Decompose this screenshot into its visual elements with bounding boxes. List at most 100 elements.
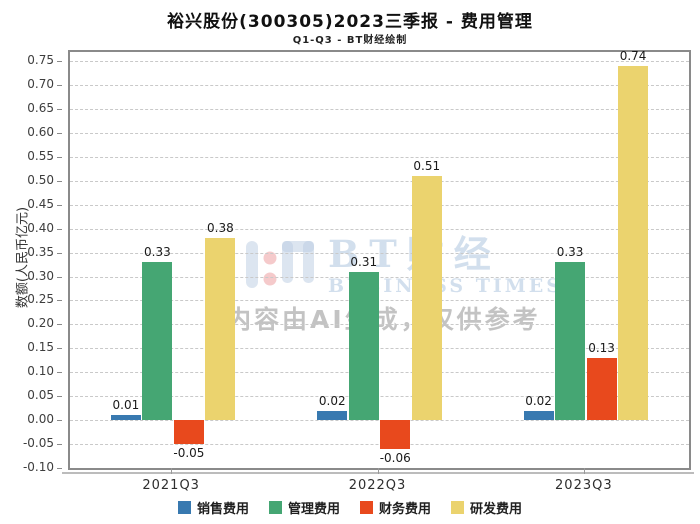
gridline <box>70 300 689 302</box>
gridline <box>70 61 689 63</box>
bar-selling-expenses-2022q3 <box>317 410 348 421</box>
gridline <box>70 444 689 446</box>
y-tick-label: 0.50 <box>27 172 54 187</box>
bar-value-label: 0.02 <box>525 393 552 408</box>
bar-value-label: 0.38 <box>207 221 234 236</box>
bar-financial-expenses-2023q3 <box>586 357 617 421</box>
y-tick-label: -0.10 <box>22 460 54 474</box>
y-tick-mark <box>57 252 62 254</box>
y-tick-label: 0.75 <box>27 53 54 68</box>
gridline <box>70 85 689 87</box>
y-tick-mark <box>57 276 62 278</box>
chart-legend: 销售费用 管理费用 财务费用 研发费用 <box>0 498 700 517</box>
y-tick-label: 0.55 <box>27 148 54 163</box>
x-tick-label: 2021Q3 <box>142 478 200 493</box>
x-tick-label: 2022Q3 <box>348 478 407 493</box>
x-axis-ticks: 2021Q3 2022Q3 2023Q3 <box>68 478 687 496</box>
legend-item-selling-expenses: 销售费用 <box>177 498 249 517</box>
watermark-disclaimer: 内容由AI生成，仅供参考 <box>226 305 541 334</box>
y-tick-label: 0.05 <box>27 388 54 403</box>
bar-rd-expenses-2023q3 <box>618 65 649 421</box>
y-tick-label: 0.70 <box>27 77 54 92</box>
y-tick-mark <box>57 228 62 230</box>
y-tick-mark <box>57 61 62 63</box>
gridline <box>70 228 689 230</box>
y-tick-label: 0.00 <box>27 412 54 427</box>
y-tick-mark <box>57 468 62 469</box>
legend-swatch-financial-expenses <box>360 501 373 514</box>
y-axis-ticks: 0.75 0.70 0.65 0.60 0.55 0.50 0.45 0.40 0.35 0.30… <box>0 52 62 474</box>
bar-value-label: 0.02 <box>318 393 346 408</box>
chart-title: 裕兴股份(300305)2023三季报 - 费用管理 <box>167 12 533 32</box>
bar-value-label: 0.31 <box>350 254 378 269</box>
gridline <box>70 204 689 206</box>
y-tick-label: 0.25 <box>27 292 54 307</box>
gridline <box>70 132 689 134</box>
legend-label: 销售费用 <box>196 502 249 517</box>
y-tick-mark <box>57 156 62 158</box>
y-tick-label: 0.40 <box>27 220 54 235</box>
y-tick-label: 0.65 <box>27 100 54 115</box>
bar-value-label: 0.13 <box>588 340 615 355</box>
legend-item-financial-expenses: 财务费用 <box>360 498 431 517</box>
legend-item-rd-expenses: 研发费用 <box>451 498 522 517</box>
y-tick-mark <box>57 324 62 326</box>
y-tick-mark <box>57 396 62 398</box>
legend-item-admin-expenses: 管理费用 <box>268 498 340 517</box>
watermark-brand: BT财经 BUSINESS TIMES <box>246 236 563 297</box>
legend-swatch-selling-expenses <box>177 501 191 514</box>
x-tick-mark <box>377 468 379 474</box>
y-tick-mark <box>57 132 62 134</box>
gridline <box>70 420 689 422</box>
y-tick-mark <box>57 372 62 374</box>
bar-value-label: 0.33 <box>556 245 584 260</box>
y-tick-label: 0.35 <box>27 244 54 259</box>
legend-label: 财务费用 <box>379 502 432 517</box>
bar-selling-expenses-2023q3 <box>523 410 554 421</box>
y-tick-mark <box>57 204 62 206</box>
legend-label: 研发费用 <box>470 502 523 517</box>
y-tick-label: -0.05 <box>22 436 54 451</box>
y-tick-mark <box>57 348 62 350</box>
y-tick-label: 0.45 <box>27 196 54 211</box>
bar-financial-expenses-2021q3 <box>173 420 204 445</box>
bar-selling-expenses-2021q3 <box>110 415 141 421</box>
x-tick-mark <box>171 468 173 474</box>
bt-logo-icon <box>246 241 314 288</box>
gridline <box>70 348 689 350</box>
bar-value-label: -0.05 <box>173 446 205 461</box>
gridline <box>70 156 689 158</box>
bar-rd-expenses-2021q3 <box>205 238 236 421</box>
y-tick-mark <box>57 300 62 302</box>
legend-swatch-admin-expenses <box>268 501 282 514</box>
y-tick-label: 0.15 <box>27 340 54 355</box>
bar-admin-expenses-2021q3 <box>142 262 173 421</box>
gridline <box>70 180 689 182</box>
y-tick-mark <box>57 85 62 87</box>
bar-value-label: 0.33 <box>144 245 171 260</box>
bar-admin-expenses-2023q3 <box>555 262 586 421</box>
bar-value-label: 0.51 <box>413 158 441 173</box>
y-tick-label: 0.60 <box>27 124 54 139</box>
gridline <box>70 324 689 326</box>
gridline <box>70 372 689 374</box>
gridline <box>70 108 689 110</box>
gridline <box>70 276 689 278</box>
y-tick-label: 0.30 <box>27 268 54 283</box>
y-tick-label: 0.20 <box>27 316 54 331</box>
bar-rd-expenses-2022q3 <box>411 175 442 421</box>
legend-label: 管理费用 <box>287 502 340 517</box>
y-tick-mark <box>57 420 62 422</box>
bar-admin-expenses-2022q3 <box>348 271 379 421</box>
y-tick-mark <box>57 180 62 182</box>
bar-value-label: 0.74 <box>619 48 647 63</box>
chart-subtitle: Q1-Q3 - BT财经绘制 <box>292 35 408 46</box>
y-tick-mark <box>57 108 62 110</box>
y-tick-mark <box>57 444 62 446</box>
bar-financial-expenses-2022q3 <box>380 420 411 449</box>
x-tick-mark <box>583 468 585 474</box>
plot-area: BT财经 BUSINESS TIMES 内容由AI生成，仅供参考 0.01 0.3… <box>68 48 691 470</box>
gridline <box>70 252 689 254</box>
bar-value-label: -0.06 <box>379 450 411 465</box>
